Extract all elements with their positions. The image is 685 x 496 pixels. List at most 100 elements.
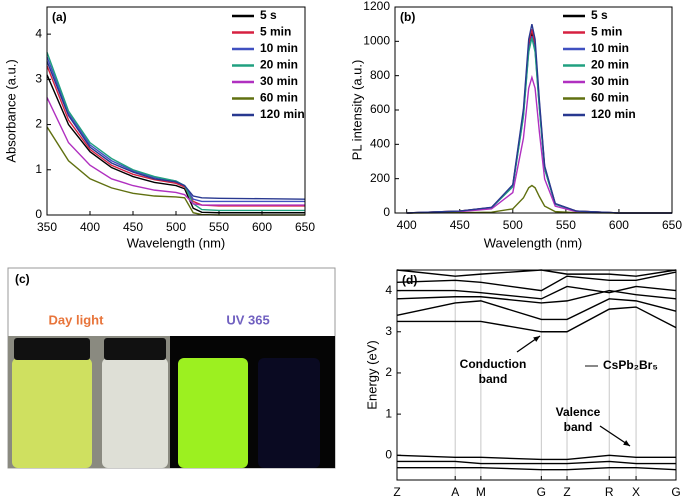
vial-dark xyxy=(258,358,320,468)
plot-frame xyxy=(394,6,673,214)
y-axis-label: PL intensity (a.u.) xyxy=(349,60,364,161)
legend-label: 20 min xyxy=(591,58,629,72)
x-tick-label: 600 xyxy=(609,218,629,232)
series-line xyxy=(46,74,305,214)
series-line xyxy=(397,460,676,465)
legend-label: 10 min xyxy=(260,41,298,55)
photo-label: UV 365 xyxy=(226,312,269,327)
x-tick-label: 500 xyxy=(166,220,186,234)
x-tick-label: 350 xyxy=(37,220,57,234)
x-axis-label: Wavelength (nm) xyxy=(127,235,226,250)
series-line xyxy=(397,285,677,300)
y-tick-label: 200 xyxy=(370,171,390,185)
y-tick-label: 1 xyxy=(35,162,42,176)
x-axis-label: Wavelength (nm) xyxy=(484,235,583,250)
x-tick-label: R xyxy=(605,485,614,496)
y-tick-label: 4 xyxy=(385,283,392,297)
series-line xyxy=(406,24,672,214)
x-tick-label: 500 xyxy=(503,218,523,232)
panel-label: (c) xyxy=(15,272,30,286)
legend-label: 30 min xyxy=(591,74,629,88)
x-tick-label: 650 xyxy=(295,220,315,234)
annotation: Valence xyxy=(556,405,601,419)
arrow-head xyxy=(623,440,630,446)
plot-frame xyxy=(396,269,677,481)
x-tick-label: G xyxy=(537,485,546,496)
series-line xyxy=(46,97,305,206)
y-tick-label: 1000 xyxy=(363,34,390,48)
vial-cap xyxy=(104,338,166,360)
x-tick-label: 600 xyxy=(252,220,272,234)
series-line xyxy=(396,289,677,304)
vial-green-glow xyxy=(178,358,248,468)
y-tick-label: 2 xyxy=(385,365,392,379)
photo-label: Day light xyxy=(49,312,105,327)
series-line xyxy=(396,269,677,277)
y-tick-label: 0 xyxy=(383,205,390,219)
vial-cap xyxy=(14,338,90,360)
series-line xyxy=(396,271,677,292)
y-tick-label: 0 xyxy=(35,207,42,221)
x-tick-label: 400 xyxy=(80,220,100,234)
series-line xyxy=(406,74,672,214)
y-tick-label: 4 xyxy=(35,26,42,40)
legend-label: 5 min xyxy=(591,25,622,39)
y-tick-label: 1 xyxy=(385,406,392,420)
legend-label: 120 min xyxy=(260,107,305,121)
y-tick-label: 800 xyxy=(370,68,390,82)
legend-label: 10 min xyxy=(591,41,629,55)
series-line xyxy=(46,65,305,207)
x-tick-label: Z xyxy=(563,485,570,496)
y-axis-label: Absorbance (a.u.) xyxy=(3,59,18,162)
y-axis-label: Energy (eV) xyxy=(364,340,379,409)
legend-label: 5 s xyxy=(260,8,277,22)
x-tick-label: 650 xyxy=(662,218,682,232)
legend-label: 30 min xyxy=(260,74,298,88)
legend-label: CsPb₂Br₅ xyxy=(603,358,658,372)
plot-area xyxy=(47,7,305,215)
series-line xyxy=(396,298,677,321)
annotation: band xyxy=(479,372,508,386)
x-tick-label: 550 xyxy=(556,218,576,232)
series-line xyxy=(397,306,677,333)
legend-label: 20 min xyxy=(260,58,298,72)
series-line xyxy=(46,61,306,200)
legend-label: 60 min xyxy=(591,91,629,105)
arrow-head xyxy=(533,336,540,342)
x-tick-label: 450 xyxy=(450,218,470,232)
y-tick-label: 0 xyxy=(385,447,392,461)
vial-white xyxy=(102,358,168,468)
panel-label: (d) xyxy=(402,273,417,287)
annotation: Conduction xyxy=(460,357,527,371)
x-tick-label: 450 xyxy=(123,220,143,234)
vial-yellow xyxy=(12,358,92,468)
panel-label: (a) xyxy=(52,10,67,24)
x-tick-label: 550 xyxy=(209,220,229,234)
legend-label: 60 min xyxy=(260,91,298,105)
panel-label: (b) xyxy=(400,10,415,24)
x-tick-label: M xyxy=(476,485,486,496)
plot-frame xyxy=(46,6,306,216)
x-tick-label: A xyxy=(451,485,459,496)
series-line xyxy=(397,466,677,471)
y-tick-label: 3 xyxy=(385,324,392,338)
series-line xyxy=(396,454,676,461)
plot-area xyxy=(397,270,676,480)
legend-label: 120 min xyxy=(591,107,636,121)
photo-panel: (c) Day light UV 365 xyxy=(7,267,336,469)
x-tick-label: X xyxy=(632,485,640,496)
y-tick-label: 3 xyxy=(35,72,42,86)
x-tick-label: Z xyxy=(393,485,400,496)
series-line xyxy=(46,51,305,212)
y-tick-label: 400 xyxy=(370,137,390,151)
legend-label: 5 min xyxy=(260,25,291,39)
y-tick-label: 1200 xyxy=(363,0,390,13)
legend-label: 5 s xyxy=(591,8,608,22)
x-tick-label: G xyxy=(671,485,680,496)
series-line xyxy=(406,184,672,214)
annotation: band xyxy=(564,420,593,434)
y-tick-label: 2 xyxy=(35,117,42,131)
y-tick-label: 600 xyxy=(370,102,390,116)
x-tick-label: 400 xyxy=(397,218,417,232)
